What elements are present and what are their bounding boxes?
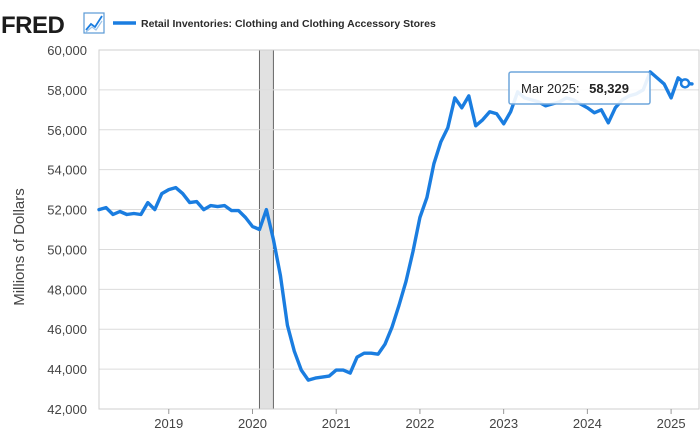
svg-text:Mar 2025: 58,329: Mar 2025: 58,329	[521, 81, 629, 96]
x-tick-label: 2020	[238, 416, 267, 431]
fred-logo-text: FRED	[1, 12, 65, 39]
hover-marker	[679, 78, 691, 89]
y-tick-label: 60,000	[47, 43, 87, 58]
tooltip: Mar 2025: 58,329	[508, 71, 651, 105]
trend-line-icon	[83, 12, 105, 34]
data-points	[99, 72, 692, 380]
x-tick-label: 2019	[154, 416, 183, 431]
y-tick-label: 54,000	[47, 163, 87, 178]
y-tick-label: 52,000	[47, 203, 87, 218]
y-tick-label: 44,000	[47, 362, 87, 377]
y-tick-label: 48,000	[47, 282, 87, 297]
legend: Retail Inventories: Clothing and Clothin…	[113, 18, 436, 30]
y-tick-label: 58,000	[47, 83, 87, 98]
y-tick-label: 56,000	[47, 123, 87, 138]
y-tick-label: 50,000	[47, 242, 87, 257]
fred-logo[interactable]: FRED	[1, 12, 105, 39]
tooltip-value: 58,329	[589, 81, 629, 96]
x-tick-label: 2023	[489, 416, 518, 431]
y-tick-label: 46,000	[47, 322, 87, 337]
plot-area	[98, 49, 700, 410]
legend-label: Retail Inventories: Clothing and Clothin…	[141, 18, 436, 30]
recession-band	[259, 50, 274, 409]
x-axis: 2019 2020 2021 2022 2023 2024 2025	[154, 409, 686, 431]
y-axis: 42,000 44,000 46,000 48,000 50,000 52,000 54,0…	[47, 43, 87, 417]
tooltip-date: Mar 2025:	[521, 81, 580, 96]
y-axis-title: Millions of Dollars	[11, 188, 28, 306]
y-tick-label: 42,000	[47, 402, 87, 417]
series-line[interactable]	[97, 70, 694, 382]
x-tick-label: 2022	[405, 416, 434, 431]
x-tick-label: 2021	[322, 416, 351, 431]
x-tick-label: 2024	[573, 416, 602, 431]
x-tick-label: 2025	[657, 416, 686, 431]
tooltip-box	[508, 71, 651, 105]
